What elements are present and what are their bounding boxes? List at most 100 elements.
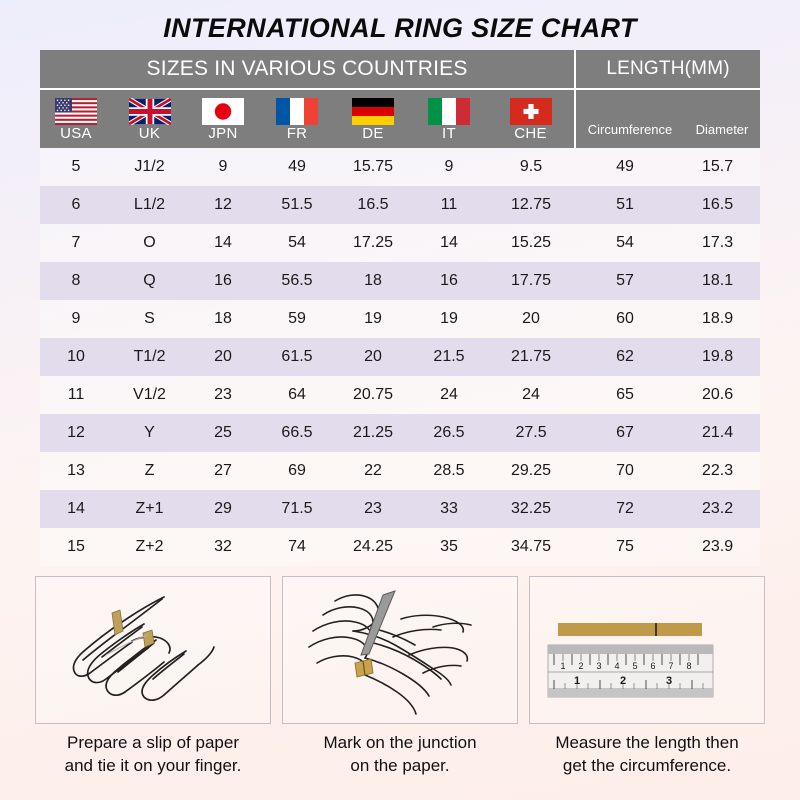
cell-jpn: 16 (187, 262, 259, 300)
cell-jpn: 14 (187, 224, 259, 262)
cell-it: 9 (411, 148, 487, 186)
page-title: INTERNATIONAL RING SIZE CHART (163, 13, 637, 43)
cell-usa: 12 (40, 414, 112, 452)
cell-it: 28.5 (411, 452, 487, 490)
step-1-caption-line2: and tie it on your finger. (64, 756, 242, 775)
cell-diameter: 16.5 (675, 186, 761, 224)
table-row: 13 Z 27 69 22 28.5 29.25 70 22.3 (40, 452, 761, 490)
cell-uk: Z+2 (112, 528, 187, 566)
cell-usa: 9 (40, 300, 112, 338)
country-code-jpn: JPN (208, 124, 238, 142)
paper-strip-and-ruler-icon: 1 2 3 4 5 6 7 8 1 2 3 (530, 577, 764, 723)
cell-usa: 7 (40, 224, 112, 262)
cell-fr: 59 (259, 300, 335, 338)
cell-uk: L1/2 (112, 186, 187, 224)
paper-strip (558, 623, 702, 636)
header-length-mm: LENGTH(MM) (574, 50, 761, 89)
cell-diameter: 23.9 (675, 528, 761, 566)
cell-circumference: 57 (575, 262, 676, 300)
cell-circumference: 67 (575, 414, 676, 452)
country-code-fr: FR (286, 124, 308, 142)
ruler-cm-label: 6 (650, 661, 655, 671)
step-1-caption: Prepare a slip of paper and tie it on yo… (65, 731, 242, 777)
cell-it: 19 (411, 300, 487, 338)
header-cell-length-subheaders: Circumference Diameter (574, 88, 761, 148)
cell-usa: 10 (40, 338, 112, 376)
cell-usa: 11 (40, 376, 112, 414)
header-sizes-in-various-countries: SIZES IN VARIOUS COUNTRIES (40, 50, 576, 89)
step-2-caption: Mark on the junction on the paper. (323, 731, 476, 777)
cell-jpn: 20 (187, 338, 259, 376)
cell-uk: Y (112, 414, 187, 452)
cell-che: 29.25 (487, 452, 576, 490)
cell-uk: Z+1 (112, 490, 187, 528)
cell-it: 24 (411, 376, 487, 414)
header-circumference: Circumference (587, 121, 673, 137)
ruler-inch-label: 1 (574, 675, 580, 687)
cell-uk: Z (112, 452, 187, 490)
step-2: Mark on the junction on the paper. (281, 576, 519, 777)
step-3-caption-line1: Measure the length then (555, 733, 739, 752)
ruler-cm-label: 8 (686, 661, 691, 671)
cell-che: 15.25 (487, 224, 576, 262)
cell-che: 21.75 (487, 338, 576, 376)
cell-circumference: 60 (575, 300, 676, 338)
cell-circumference: 72 (575, 490, 676, 528)
measurement-steps: Prepare a slip of paper and tie it on yo… (0, 576, 800, 777)
cell-che: 24 (487, 376, 576, 414)
cell-diameter: 22.3 (675, 452, 761, 490)
cell-circumference: 54 (575, 224, 676, 262)
country-code-usa: USA (60, 124, 92, 142)
cell-circumference: 70 (575, 452, 676, 490)
flag-switzerland-icon (509, 97, 552, 125)
table-row: 8 Q 16 56.5 18 16 17.75 57 18.1 (40, 262, 761, 300)
country-code-de: DE (362, 124, 384, 142)
flag-usa-icon (55, 97, 97, 125)
ring-size-table: SIZES IN VARIOUS COUNTRIES LENGTH(MM) (40, 50, 761, 566)
step-3-caption-line2: get the circumference. (562, 756, 732, 775)
cell-de: 19 (335, 300, 411, 338)
cell-jpn: 18 (187, 300, 259, 338)
cell-che: 9.5 (487, 148, 576, 186)
table-row: 6 L1/2 12 51.5 16.5 11 12.75 51 16.5 (40, 186, 761, 224)
cell-circumference: 51 (575, 186, 676, 224)
cell-usa: 15 (40, 528, 112, 566)
cell-uk: V1/2 (112, 376, 187, 414)
cell-uk: O (112, 224, 187, 262)
cell-de: 18 (335, 262, 411, 300)
table-row: 7 O 14 54 17.25 14 15.25 54 17.3 (40, 224, 761, 262)
cell-diameter: 18.1 (675, 262, 761, 300)
flag-germany-icon (352, 97, 394, 125)
cell-circumference: 49 (575, 148, 676, 186)
step-1: Prepare a slip of paper and tie it on yo… (34, 576, 272, 777)
cell-fr: 61.5 (259, 338, 335, 376)
header-cell-de: DE (335, 88, 411, 148)
ruler-cm-label: 7 (668, 661, 673, 671)
cell-circumference: 75 (575, 528, 676, 566)
table-row: 11 V1/2 23 64 20.75 24 24 65 20.6 (40, 376, 761, 414)
cell-de: 20 (335, 338, 411, 376)
step-1-caption-line1: Prepare a slip of paper (66, 733, 239, 752)
country-code-it: IT (442, 124, 456, 142)
cell-diameter: 20.6 (675, 376, 761, 414)
step-2-caption-line1: Mark on the junction (323, 733, 477, 752)
cell-fr: 51.5 (259, 186, 335, 224)
cell-usa: 6 (40, 186, 112, 224)
header-cell-fr: FR (259, 88, 335, 148)
cell-che: 20 (487, 300, 576, 338)
cell-che: 27.5 (487, 414, 576, 452)
table-header-group-row: SIZES IN VARIOUS COUNTRIES LENGTH(MM) (40, 50, 761, 89)
cell-jpn: 29 (187, 490, 259, 528)
header-cell-usa: USA (40, 88, 112, 148)
cell-it: 26.5 (411, 414, 487, 452)
table-row: 10 T1/2 20 61.5 20 21.5 21.75 62 19.8 (40, 338, 761, 376)
ring-size-chart: SIZES IN VARIOUS COUNTRIES LENGTH(MM) (40, 50, 761, 566)
cell-de: 22 (335, 452, 411, 490)
table-row: 5 J1/2 9 49 15.75 9 9.5 49 15.7 (40, 148, 761, 186)
cell-fr: 69 (259, 452, 335, 490)
cell-fr: 66.5 (259, 414, 335, 452)
ruler-cm-label: 3 (596, 661, 601, 671)
cell-che: 12.75 (487, 186, 576, 224)
table-row: 14 Z+1 29 71.5 23 33 32.25 72 23.2 (40, 490, 761, 528)
cell-diameter: 15.7 (675, 148, 761, 186)
